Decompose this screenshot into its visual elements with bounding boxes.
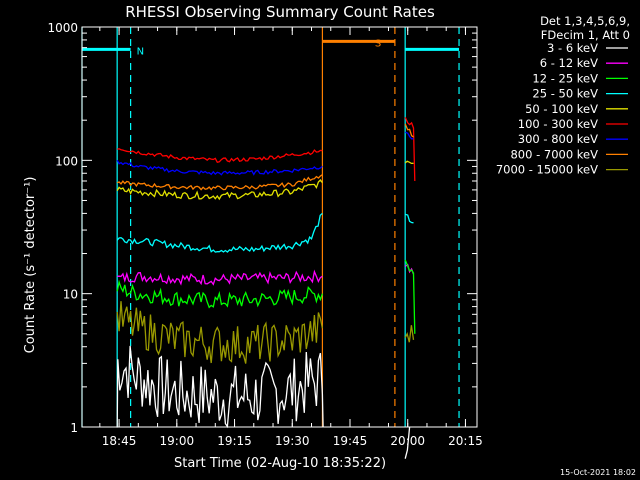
legend-label-1: 6 - 12 keV	[540, 56, 598, 70]
legend-label-7: 800 - 7000 keV	[510, 147, 598, 161]
data-layer: NS	[81, 27, 460, 459]
series-line-6-seg-0	[116, 159, 323, 176]
x-tick-label: 19:30	[275, 434, 310, 448]
series-line-2-seg-1	[404, 259, 416, 334]
legend-label-2: 12 - 25 keV	[532, 71, 598, 85]
legend-label-0: 3 - 6 keV	[547, 41, 598, 55]
x-tick-label: 19:45	[333, 434, 368, 448]
legend-label-5: 100 - 300 keV	[518, 117, 598, 131]
flag-label-S: S	[375, 38, 381, 49]
flag-label-N: N	[137, 46, 144, 57]
series-line-4-seg-1	[404, 160, 414, 165]
x-tick-label: 20:15	[448, 434, 483, 448]
y-tick-label: 10	[63, 288, 78, 302]
plot-frame	[81, 26, 478, 428]
x-tick-label: 18:45	[102, 434, 137, 448]
series-line-8-seg-1	[404, 325, 415, 343]
series-line-7-seg-1	[404, 123, 414, 138]
legend-label-8: 7000 - 15000 keV	[496, 163, 598, 177]
series-line-3-seg-1	[405, 213, 414, 224]
x-axis-label: Start Time (02-Aug-10 18:35:22)	[174, 456, 386, 471]
series-line-6-seg-1	[404, 131, 414, 140]
series-line-7-seg-0	[116, 174, 323, 191]
axes-layer: 1 10 100 1000 18:45 19:00 19:15 19:30 19:45 20:00…	[47, 21, 482, 448]
series-line-5-seg-1	[404, 117, 416, 182]
y-tick-label: 100	[55, 154, 78, 168]
x-tick-label: 19:15	[217, 434, 252, 448]
series-line-0-seg-1	[404, 426, 411, 459]
y-axis-label-group: Count Rate (s⁻¹ detector⁻¹)	[23, 177, 38, 354]
series-line-2-seg-0	[116, 279, 324, 309]
timestamp-footer: 15-Oct-2021 18:02	[560, 468, 636, 477]
legend-header-line1: Det 1,3,4,5,6,9,	[540, 14, 630, 28]
legend-label-4: 50 - 100 keV	[525, 102, 598, 116]
y-axis-label: Count Rate (s⁻¹ detector⁻¹)	[23, 177, 38, 354]
legend-label-3: 25 - 50 keV	[532, 87, 598, 101]
legend-label-6: 300 - 800 keV	[518, 132, 598, 146]
series-line-4-seg-0	[116, 179, 323, 201]
series-line-0-seg-0	[116, 345, 324, 429]
chart-title: RHESSI Observing Summary Count Rates	[125, 3, 435, 21]
y-tick-label: 1	[70, 421, 78, 435]
series-line-3-seg-0	[116, 212, 323, 253]
series-line-8-seg-0	[116, 301, 324, 364]
x-tick-label: 20:00	[390, 434, 425, 448]
series-line-5-seg-0	[117, 148, 323, 164]
series-line-1-seg-0	[117, 269, 323, 286]
legend-header-line2: FDecim 1, Att 0	[541, 28, 630, 42]
y-tick-label: 1000	[47, 21, 78, 35]
x-tick-label: 19:00	[160, 434, 195, 448]
